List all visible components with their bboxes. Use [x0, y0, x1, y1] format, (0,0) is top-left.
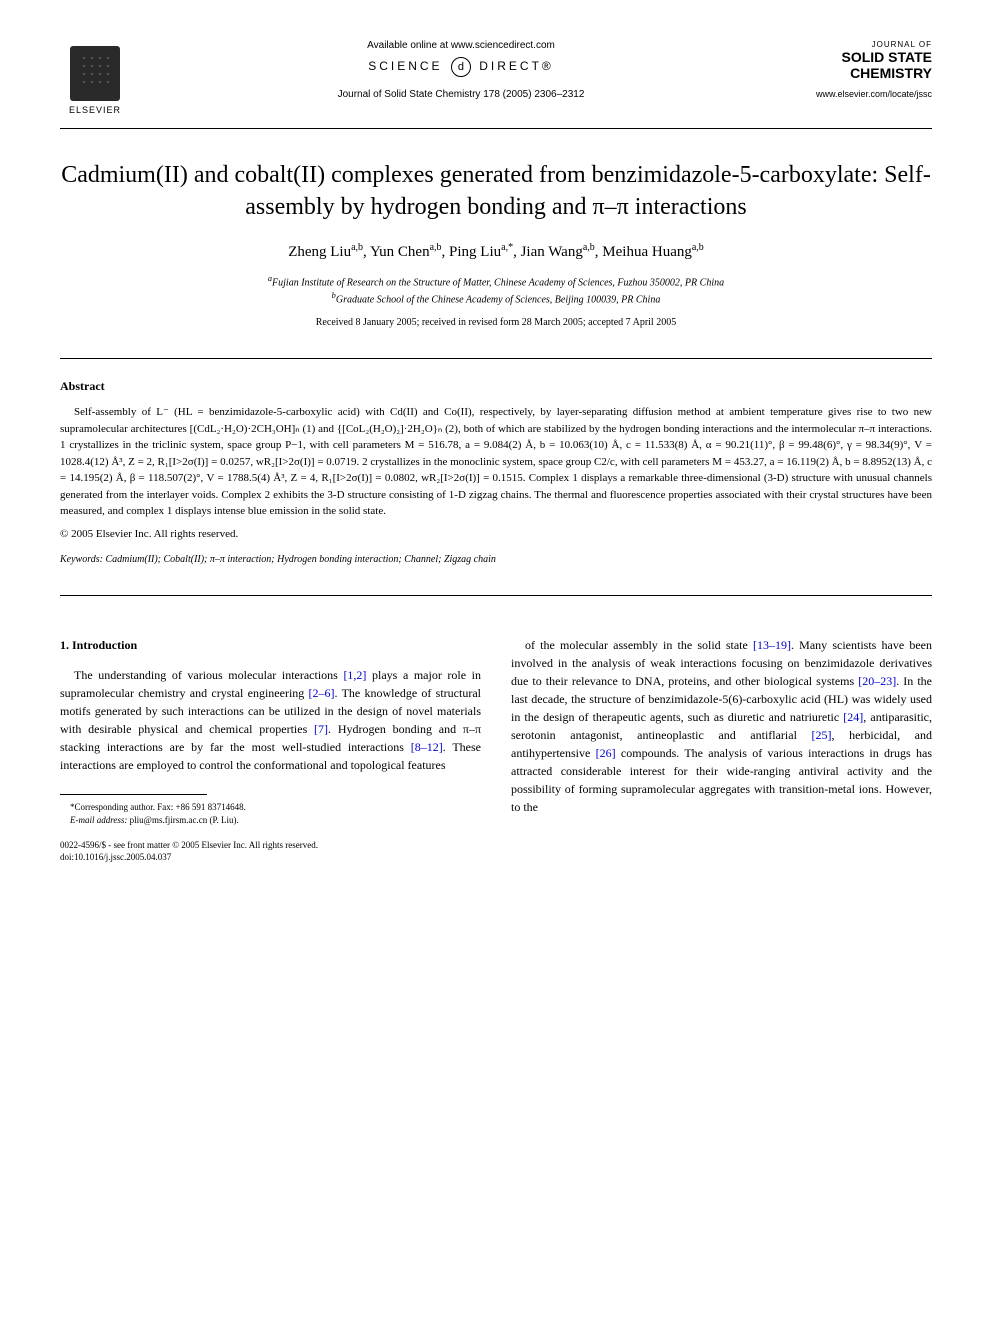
- ref-link-8-12[interactable]: [8–12]: [411, 740, 443, 754]
- elsevier-text: ELSEVIER: [69, 105, 121, 115]
- footer-doi: doi:10.1016/j.jssc.2005.04.037: [60, 852, 481, 864]
- footer-block: 0022-4596/$ - see front matter © 2005 El…: [60, 840, 481, 863]
- sd-suffix: DIRECT®: [479, 59, 554, 73]
- article-dates: Received 8 January 2005; received in rev…: [60, 317, 932, 328]
- abstract-heading: Abstract: [60, 379, 932, 394]
- intro-col-left: 1. Introduction The understanding of var…: [60, 636, 481, 864]
- sd-prefix: SCIENCE: [368, 59, 442, 73]
- ref-link-25[interactable]: [25]: [812, 728, 832, 742]
- intro-columns: 1. Introduction The understanding of var…: [60, 636, 932, 864]
- ref-link-1-2[interactable]: [1,2]: [343, 668, 366, 682]
- elsevier-tree-icon: [70, 46, 120, 101]
- footnote-email: E-mail address: pliu@ms.fjirsm.ac.cn (P.…: [60, 814, 481, 827]
- email-label: E-mail address:: [70, 815, 127, 825]
- available-online-text: Available online at www.sciencedirect.co…: [150, 40, 772, 51]
- intro-col-right: of the molecular assembly in the solid s…: [511, 636, 932, 864]
- footer-issn: 0022-4596/$ - see front matter © 2005 El…: [60, 840, 481, 852]
- keywords-label: Keywords:: [60, 554, 103, 565]
- journal-name-1: SOLID STATE: [792, 49, 932, 65]
- post-abstract-divider: [60, 595, 932, 596]
- ref-link-20-23[interactable]: [20–23]: [858, 674, 896, 688]
- journal-header: ELSEVIER Available online at www.science…: [60, 40, 932, 120]
- ref-link-13-19[interactable]: [13–19]: [753, 638, 791, 652]
- ref-link-7[interactable]: [7]: [314, 722, 328, 736]
- sd-at-icon: d: [451, 57, 471, 77]
- article-title: Cadmium(II) and cobalt(II) complexes gen…: [60, 159, 932, 224]
- affiliation-b: bGraduate School of the Chinese Academy …: [60, 290, 932, 307]
- header-center: Available online at www.sciencedirect.co…: [130, 40, 792, 100]
- authors-list: Zheng Liua,b, Yun Chena,b, Ping Liua,*, …: [60, 242, 932, 261]
- abstract-copyright: © 2005 Elsevier Inc. All rights reserved…: [60, 528, 932, 540]
- journal-url[interactable]: www.elsevier.com/locate/jssc: [792, 89, 932, 99]
- elsevier-logo: ELSEVIER: [60, 40, 130, 120]
- abstract-body: Self-assembly of L⁻ (HL = benzimidazole-…: [60, 404, 932, 520]
- intro-heading: 1. Introduction: [60, 636, 481, 654]
- pre-abstract-divider: [60, 358, 932, 359]
- ref-link-26[interactable]: [26]: [596, 746, 616, 760]
- affiliations: aFujian Institute of Research on the Str…: [60, 273, 932, 308]
- sciencedirect-logo: SCIENCE d DIRECT®: [150, 57, 772, 77]
- email-address[interactable]: pliu@ms.fjirsm.ac.cn (P. Liu).: [130, 815, 239, 825]
- footnote-corresponding: *Corresponding author. Fax: +86 591 8371…: [60, 801, 481, 814]
- keywords-line: Keywords: Cadmium(II); Cobalt(II); π–π i…: [60, 554, 932, 565]
- affiliation-a: aFujian Institute of Research on the Str…: [60, 273, 932, 290]
- journal-of-label: JOURNAL OF: [792, 40, 932, 49]
- journal-name-2: CHEMISTRY: [792, 65, 932, 81]
- footnote-separator: [60, 794, 207, 795]
- journal-logo: JOURNAL OF SOLID STATE CHEMISTRY www.els…: [792, 40, 932, 99]
- intro-para-2: of the molecular assembly in the solid s…: [511, 636, 932, 816]
- ref-link-2-6[interactable]: [2–6]: [309, 686, 335, 700]
- ref-link-24[interactable]: [24]: [843, 710, 863, 724]
- keywords-text: Cadmium(II); Cobalt(II); π–π interaction…: [105, 554, 495, 565]
- header-divider: [60, 128, 932, 129]
- intro-para-1: The understanding of various molecular i…: [60, 666, 481, 774]
- journal-citation: Journal of Solid State Chemistry 178 (20…: [150, 89, 772, 100]
